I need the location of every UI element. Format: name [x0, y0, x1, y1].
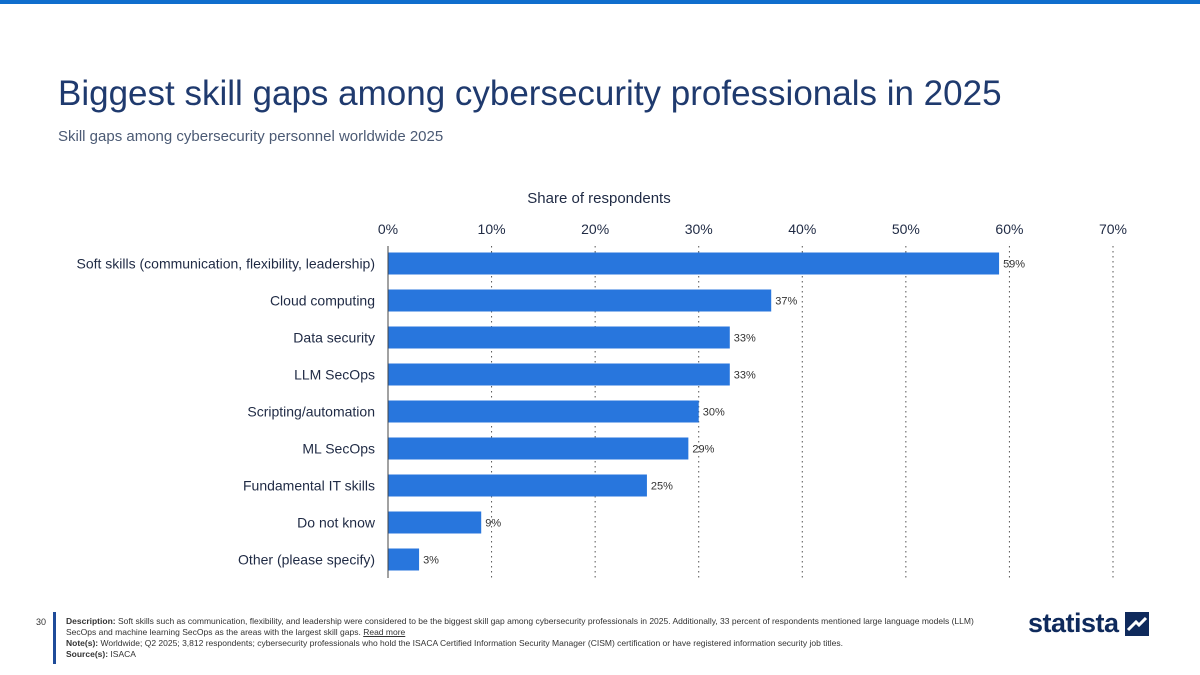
data-label: 29%: [692, 444, 714, 456]
data-label: 9%: [485, 518, 501, 530]
bar: [388, 252, 1000, 275]
top-accent-bar: [0, 0, 1200, 4]
category-label: Soft skills (communication, flexibility,…: [76, 256, 375, 272]
category-label: ML SecOps: [302, 441, 375, 457]
bar-chart: Share of respondents 0% 10% 20% 30% 40% 50% 60…: [76, 190, 1127, 578]
category-label: Other (please specify): [238, 552, 375, 568]
data-label: 3%: [423, 555, 439, 567]
x-tick-label: 20%: [581, 221, 609, 237]
category-label: Scripting/automation: [247, 404, 375, 420]
x-tick-label: 30%: [685, 221, 713, 237]
category-label: LLM SecOps: [294, 367, 375, 383]
note-text: Worldwide; Q2 2025; 3,812 respondents; c…: [100, 638, 844, 648]
description-text: Soft skills such as communication, flexi…: [66, 616, 974, 637]
read-more-link[interactable]: Read more: [363, 627, 406, 637]
x-tick-label: 0%: [378, 221, 398, 237]
x-tick-label: 50%: [892, 221, 920, 237]
bar: [388, 474, 647, 497]
source-label: Source(s):: [66, 649, 109, 659]
category-label: Cloud computing: [270, 293, 375, 309]
data-label: 33%: [734, 370, 756, 382]
category-label: Fundamental IT skills: [243, 478, 375, 494]
x-tick-label: 70%: [1099, 221, 1127, 237]
footer-notes: Description: Soft skills such as communi…: [66, 616, 1006, 660]
description-line: Description: Soft skills such as communi…: [66, 616, 1006, 638]
bar: [388, 400, 699, 423]
category-label: Data security: [293, 330, 375, 346]
bar: [388, 437, 689, 460]
statista-logo[interactable]: statista: [1028, 608, 1149, 639]
footer-accent: [53, 612, 56, 664]
category-label: Do not know: [297, 515, 376, 531]
data-label: 59%: [1003, 259, 1025, 271]
bar: [388, 363, 730, 386]
bar: [388, 289, 772, 312]
logo-wordmark: statista: [1028, 608, 1119, 638]
data-label: 25%: [651, 481, 673, 493]
note-line: Note(s): Worldwide; Q2 2025; 3,812 respo…: [66, 638, 1006, 649]
x-axis-title: Share of respondents: [527, 190, 670, 207]
note-label: Note(s):: [66, 638, 99, 648]
bar: [388, 326, 730, 349]
bar: [388, 548, 420, 571]
data-label: 33%: [734, 333, 756, 345]
page-number: 30: [36, 617, 47, 627]
x-tick-label: 40%: [788, 221, 816, 237]
statista-logo-mark-icon: [1124, 611, 1149, 636]
page-title: Biggest skill gaps among cybersecurity p…: [58, 74, 1002, 113]
source-line: Source(s): ISACA: [66, 649, 1006, 660]
data-label: 37%: [775, 296, 797, 308]
source-text: ISACA: [110, 649, 136, 659]
data-label: 30%: [703, 407, 725, 419]
page-subtitle: Skill gaps among cybersecurity personnel…: [58, 128, 444, 145]
x-tick-label: 10%: [478, 221, 506, 237]
description-label: Description:: [66, 616, 116, 626]
x-tick-label: 60%: [995, 221, 1023, 237]
bar: [388, 511, 482, 534]
